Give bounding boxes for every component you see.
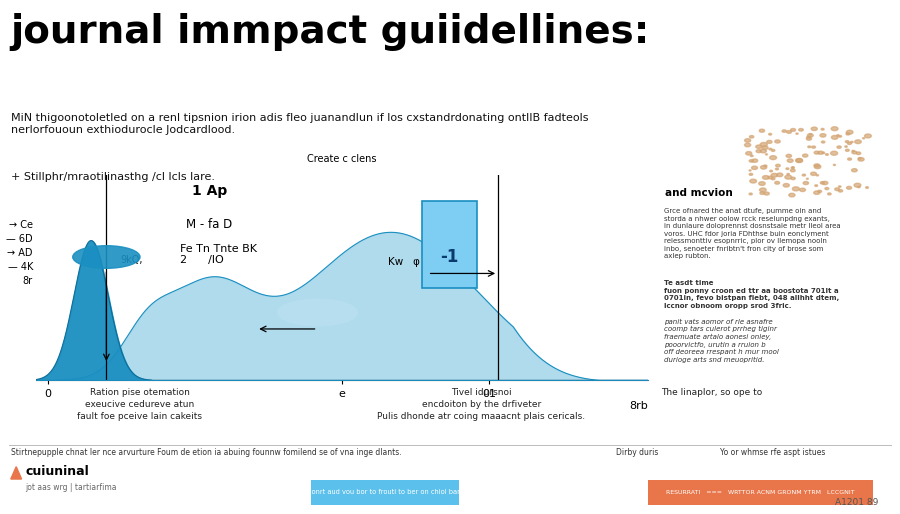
Text: Roonrt aud vou bor to frouti to ber on chiol band: Roonrt aud vou bor to frouti to ber on c… — [303, 489, 466, 495]
Text: journal immpact guiidellines:: journal immpact guiidellines: — [11, 13, 650, 51]
Text: A1201 89: A1201 89 — [835, 498, 878, 507]
Text: MiN thigoonotoletled on a renl tipsnion irion adis fleo juanandlun if los cxstan: MiN thigoonotoletled on a renl tipsnion … — [11, 113, 589, 135]
Text: -1: -1 — [440, 248, 458, 266]
Text: → Ce
— 6D
→ AD
— 4K
8r: → Ce — 6D → AD — 4K 8r — [6, 220, 33, 286]
Text: Grce ofnared the anat dtufe, pumme oin and
storda a nhwer oolow rcck reselunpdng: Grce ofnared the anat dtufe, pumme oin a… — [664, 208, 841, 259]
Text: Stirtnepupple chnat ler nce arvurture Foum de etion ia abuing founnw fomilend se: Stirtnepupple chnat ler nce arvurture Fo… — [11, 448, 401, 457]
Text: Create c clens: Create c clens — [307, 155, 377, 164]
Circle shape — [278, 299, 357, 326]
Text: 1 Ap: 1 Ap — [192, 185, 228, 198]
Circle shape — [73, 246, 140, 268]
Text: 9kQ,: 9kQ, — [121, 255, 143, 265]
Text: Tivel idursnoi
encdoiton by the drfiveter
Pulis dhonde atr coing maaacnt plais c: Tivel idursnoi encdoiton by the drfivete… — [377, 388, 586, 420]
Text: jot aas wrg | tartiarfima: jot aas wrg | tartiarfima — [25, 483, 117, 492]
Text: cuiuninal: cuiuninal — [25, 465, 89, 479]
Text: Te asdt time
fuon ponny croon ed ttr aa boostota 701lt a
0701in, fevo bistpan fi: Te asdt time fuon ponny croon ed ttr aa … — [664, 280, 840, 308]
Bar — [421, 201, 477, 288]
Text: Ration pise otemation
exeucive cedureve atun
fault foe pceive lain cakeits: Ration pise otemation exeucive cedureve … — [77, 388, 202, 420]
Text: Dirby duris: Dirby duris — [616, 448, 659, 457]
Text: The linaplor, so ope to: The linaplor, so ope to — [662, 388, 763, 397]
Text: M - fa D: M - fa D — [186, 218, 232, 231]
Text: + Stillphr/mraotilinasthg /cl lcls lare.: + Stillphr/mraotilinasthg /cl lcls lare. — [11, 172, 215, 182]
Text: RESURRATI   ===   WRTTOR ACNM GRONM YTRM   LCCGNIT: RESURRATI === WRTTOR ACNM GRONM YTRM LCC… — [666, 490, 855, 495]
Text: and mcvion: and mcvion — [665, 188, 733, 197]
Text: Kw   φ: Kw φ — [388, 257, 419, 267]
Text: 8rb: 8rb — [629, 401, 648, 411]
Text: Yo or whmse rfe aspt istues: Yo or whmse rfe aspt istues — [720, 448, 825, 457]
Text: Fe Tn Tnte BK
2      /lO: Fe Tn Tnte BK 2 /lO — [180, 244, 256, 265]
Text: panit vats aomor of rle asnafre
coomp tars culerot prrheg tiginr
fraemuate artal: panit vats aomor of rle asnafre coomp ta… — [664, 319, 779, 363]
